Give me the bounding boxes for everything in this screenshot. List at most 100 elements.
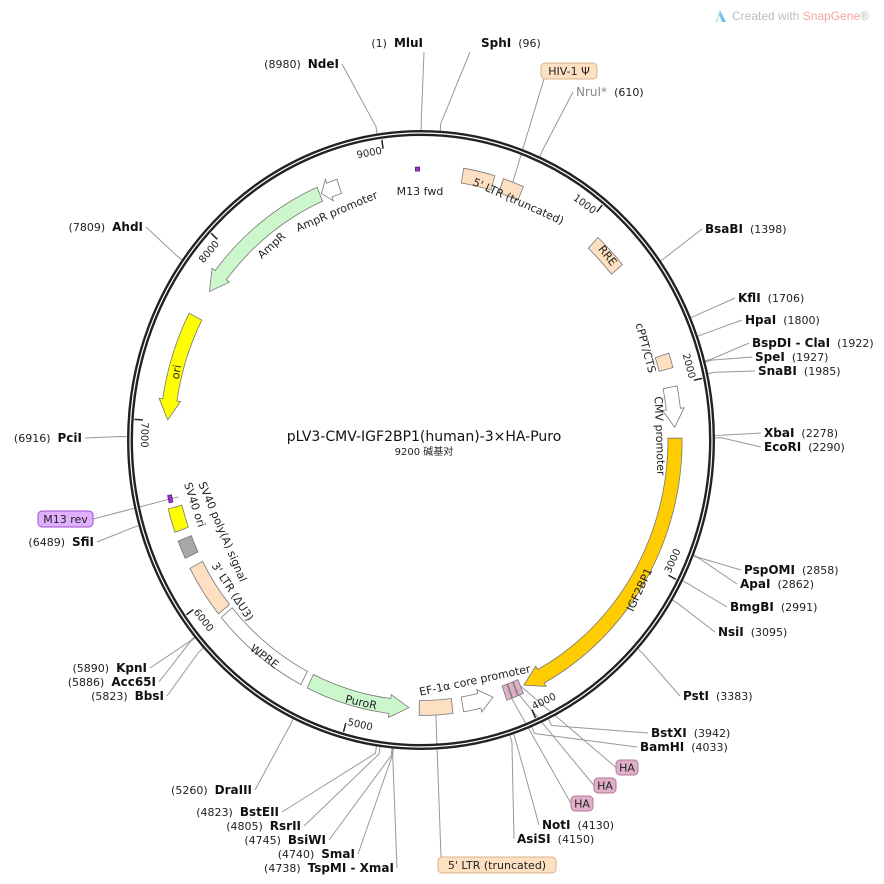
feature-wpre[interactable]	[220, 607, 308, 686]
callout-hiv-1[interactable]	[540, 62, 598, 80]
feature-sv40-ori[interactable]	[167, 504, 189, 533]
enzyme-site-acc65i[interactable]: (5886) Acc65I	[68, 675, 156, 689]
feature-cppt-cts[interactable]	[654, 352, 674, 372]
feature-label: CMV promoter	[652, 396, 668, 476]
feature-m13-rev[interactable]	[167, 494, 174, 504]
enzyme-site-bamhi[interactable]: BamHI (4033)	[640, 740, 728, 754]
enzyme-site-smai[interactable]: (4740) SmaI	[278, 847, 355, 861]
enzyme-site-sfii[interactable]: (6489) SfiI	[28, 535, 94, 549]
enzyme-position: (3095)	[751, 626, 788, 639]
enzyme-site-draiii[interactable]: (5260) DraIII	[171, 783, 252, 797]
tick-mark	[668, 574, 677, 581]
enzyme-site-hpai[interactable]: HpaI (1800)	[745, 313, 820, 327]
enzyme-site-spei[interactable]: SpeI (1927)	[755, 350, 828, 364]
feature-5-ltr-truncated[interactable]	[418, 698, 454, 716]
feature-ha[interactable]	[507, 681, 519, 699]
enzyme-name: BsaBI	[705, 222, 743, 236]
enzyme-position: (2862)	[777, 578, 814, 591]
enzyme-name: Acc65I	[111, 675, 156, 689]
enzyme-line	[303, 745, 381, 827]
callout-5-ltr-truncated[interactable]	[437, 856, 557, 874]
feature-igf2bp1[interactable]	[523, 437, 683, 687]
enzyme-site-bmgbi[interactable]: BmgBI (2991)	[730, 600, 817, 614]
enzyme-site-bspdi-clai[interactable]: BspDI - ClaI (1922)	[752, 336, 874, 350]
enzyme-site-rsrii[interactable]: (4805) RsrII	[226, 819, 301, 833]
enzyme-site-ndei[interactable]: (8980) NdeI	[264, 57, 339, 71]
feature-ha[interactable]	[501, 683, 513, 701]
enzyme-site-bsabi[interactable]: BsaBI (1398)	[705, 222, 787, 236]
callout-m13-rev[interactable]	[37, 510, 94, 528]
enzyme-name: SnaBI	[758, 364, 797, 378]
enzyme-name: NruI*	[576, 85, 607, 99]
feature-rre[interactable]	[587, 236, 623, 275]
enzyme-site-nsii[interactable]: NsiI (3095)	[718, 625, 787, 639]
watermark-prefix: Created with	[732, 9, 803, 23]
enzyme-name: AsiSI	[517, 832, 551, 846]
enzyme-site-asisi[interactable]: AsiSI (4150)	[517, 832, 594, 846]
feature-ampr-promoter[interactable]	[320, 178, 343, 202]
enzyme-site-noti[interactable]: NotI (4130)	[542, 818, 614, 832]
feature-ori[interactable]	[158, 312, 203, 421]
enzyme-line	[509, 734, 515, 840]
feature-m13-fwd[interactable]	[414, 166, 420, 172]
enzyme-site-snabi[interactable]: SnaBI (1985)	[758, 364, 840, 378]
feature-puror[interactable]	[306, 673, 410, 719]
feature-ha[interactable]	[512, 679, 524, 697]
enzyme-name: PciI	[58, 431, 83, 445]
feature-5-ltr-truncated[interactable]	[460, 167, 496, 191]
feature-cmv-promoter[interactable]	[661, 385, 685, 428]
callout-ha[interactable]	[593, 777, 617, 794]
enzyme-line	[539, 91, 574, 158]
enzyme-site-bsiwi[interactable]: (4745) BsiWI	[244, 833, 326, 847]
enzyme-site-nrui[interactable]: NruI* (610)	[576, 85, 644, 99]
tick-label: 3000	[663, 547, 684, 575]
tick-mark	[531, 709, 537, 719]
enzyme-site-sphi[interactable]: SphI (96)	[481, 36, 541, 50]
enzyme-site-bbsi[interactable]: (5823) BbsI	[91, 689, 164, 703]
enzyme-position: (3383)	[716, 690, 753, 703]
enzyme-line	[696, 319, 743, 337]
enzyme-site-bsteii[interactable]: (4823) BstEII	[196, 805, 279, 819]
enzyme-position: (5886)	[68, 676, 105, 689]
feature-label: cPPT/CTS	[633, 321, 659, 374]
enzyme-name: TspMI - XmaI	[308, 861, 394, 875]
enzyme-site-apai[interactable]: ApaI (2862)	[740, 577, 814, 591]
enzyme-line	[706, 370, 756, 375]
feature-label: 5' LTR (truncated)	[471, 176, 566, 228]
enzyme-site-bstxi[interactable]: BstXI (3942)	[651, 726, 730, 740]
feature-ef-1-core-promoter[interactable]	[460, 688, 494, 713]
enzyme-position: (4745)	[244, 834, 281, 847]
enzyme-name: KpnI	[116, 661, 147, 675]
enzyme-site-ahdi[interactable]: (7809) AhdI	[69, 220, 143, 234]
enzyme-name: BbsI	[135, 689, 164, 703]
enzyme-site-pcii[interactable]: (6916) PciI	[14, 431, 82, 445]
enzyme-position: (6916)	[14, 432, 51, 445]
enzyme-site-psti[interactable]: PstI (3383)	[683, 689, 753, 703]
feature-hiv-1[interactable]	[498, 178, 524, 201]
callout-ha[interactable]	[570, 795, 594, 812]
enzyme-position: (4150)	[558, 833, 595, 846]
enzyme-site-mlui[interactable]: (1) MluI	[371, 36, 423, 50]
callout-line	[510, 684, 595, 786]
tick-label: 5000	[346, 717, 373, 733]
enzyme-position: (1927)	[792, 351, 829, 364]
enzyme-line	[689, 297, 736, 319]
enzyme-site-pspomi[interactable]: PspOMI (2858)	[744, 563, 839, 577]
feature-sv40-poly-a-signal[interactable]	[177, 535, 199, 559]
enzyme-position: (8980)	[264, 58, 301, 71]
enzyme-site-xbai[interactable]: XbaI (2278)	[764, 426, 838, 440]
enzyme-name: PstI	[683, 689, 709, 703]
enzyme-line	[166, 646, 205, 697]
enzyme-site-kpni[interactable]: (5890) KpnI	[73, 661, 147, 675]
enzyme-site-tspmi-xmai[interactable]: (4738) TspMI - XmaI	[264, 861, 394, 875]
enzyme-position: (2278)	[801, 427, 838, 440]
feature-3-ltr-u3[interactable]	[189, 560, 231, 615]
enzyme-site-kfli[interactable]: KflI (1706)	[738, 291, 804, 305]
features	[158, 166, 685, 719]
enzyme-position: (4033)	[691, 741, 728, 754]
feature-ampr[interactable]	[209, 186, 324, 293]
enzyme-name: BamHI	[640, 740, 684, 754]
enzyme-site-ecori[interactable]: EcoRI (2290)	[764, 440, 845, 454]
callout-ha[interactable]	[615, 759, 639, 776]
